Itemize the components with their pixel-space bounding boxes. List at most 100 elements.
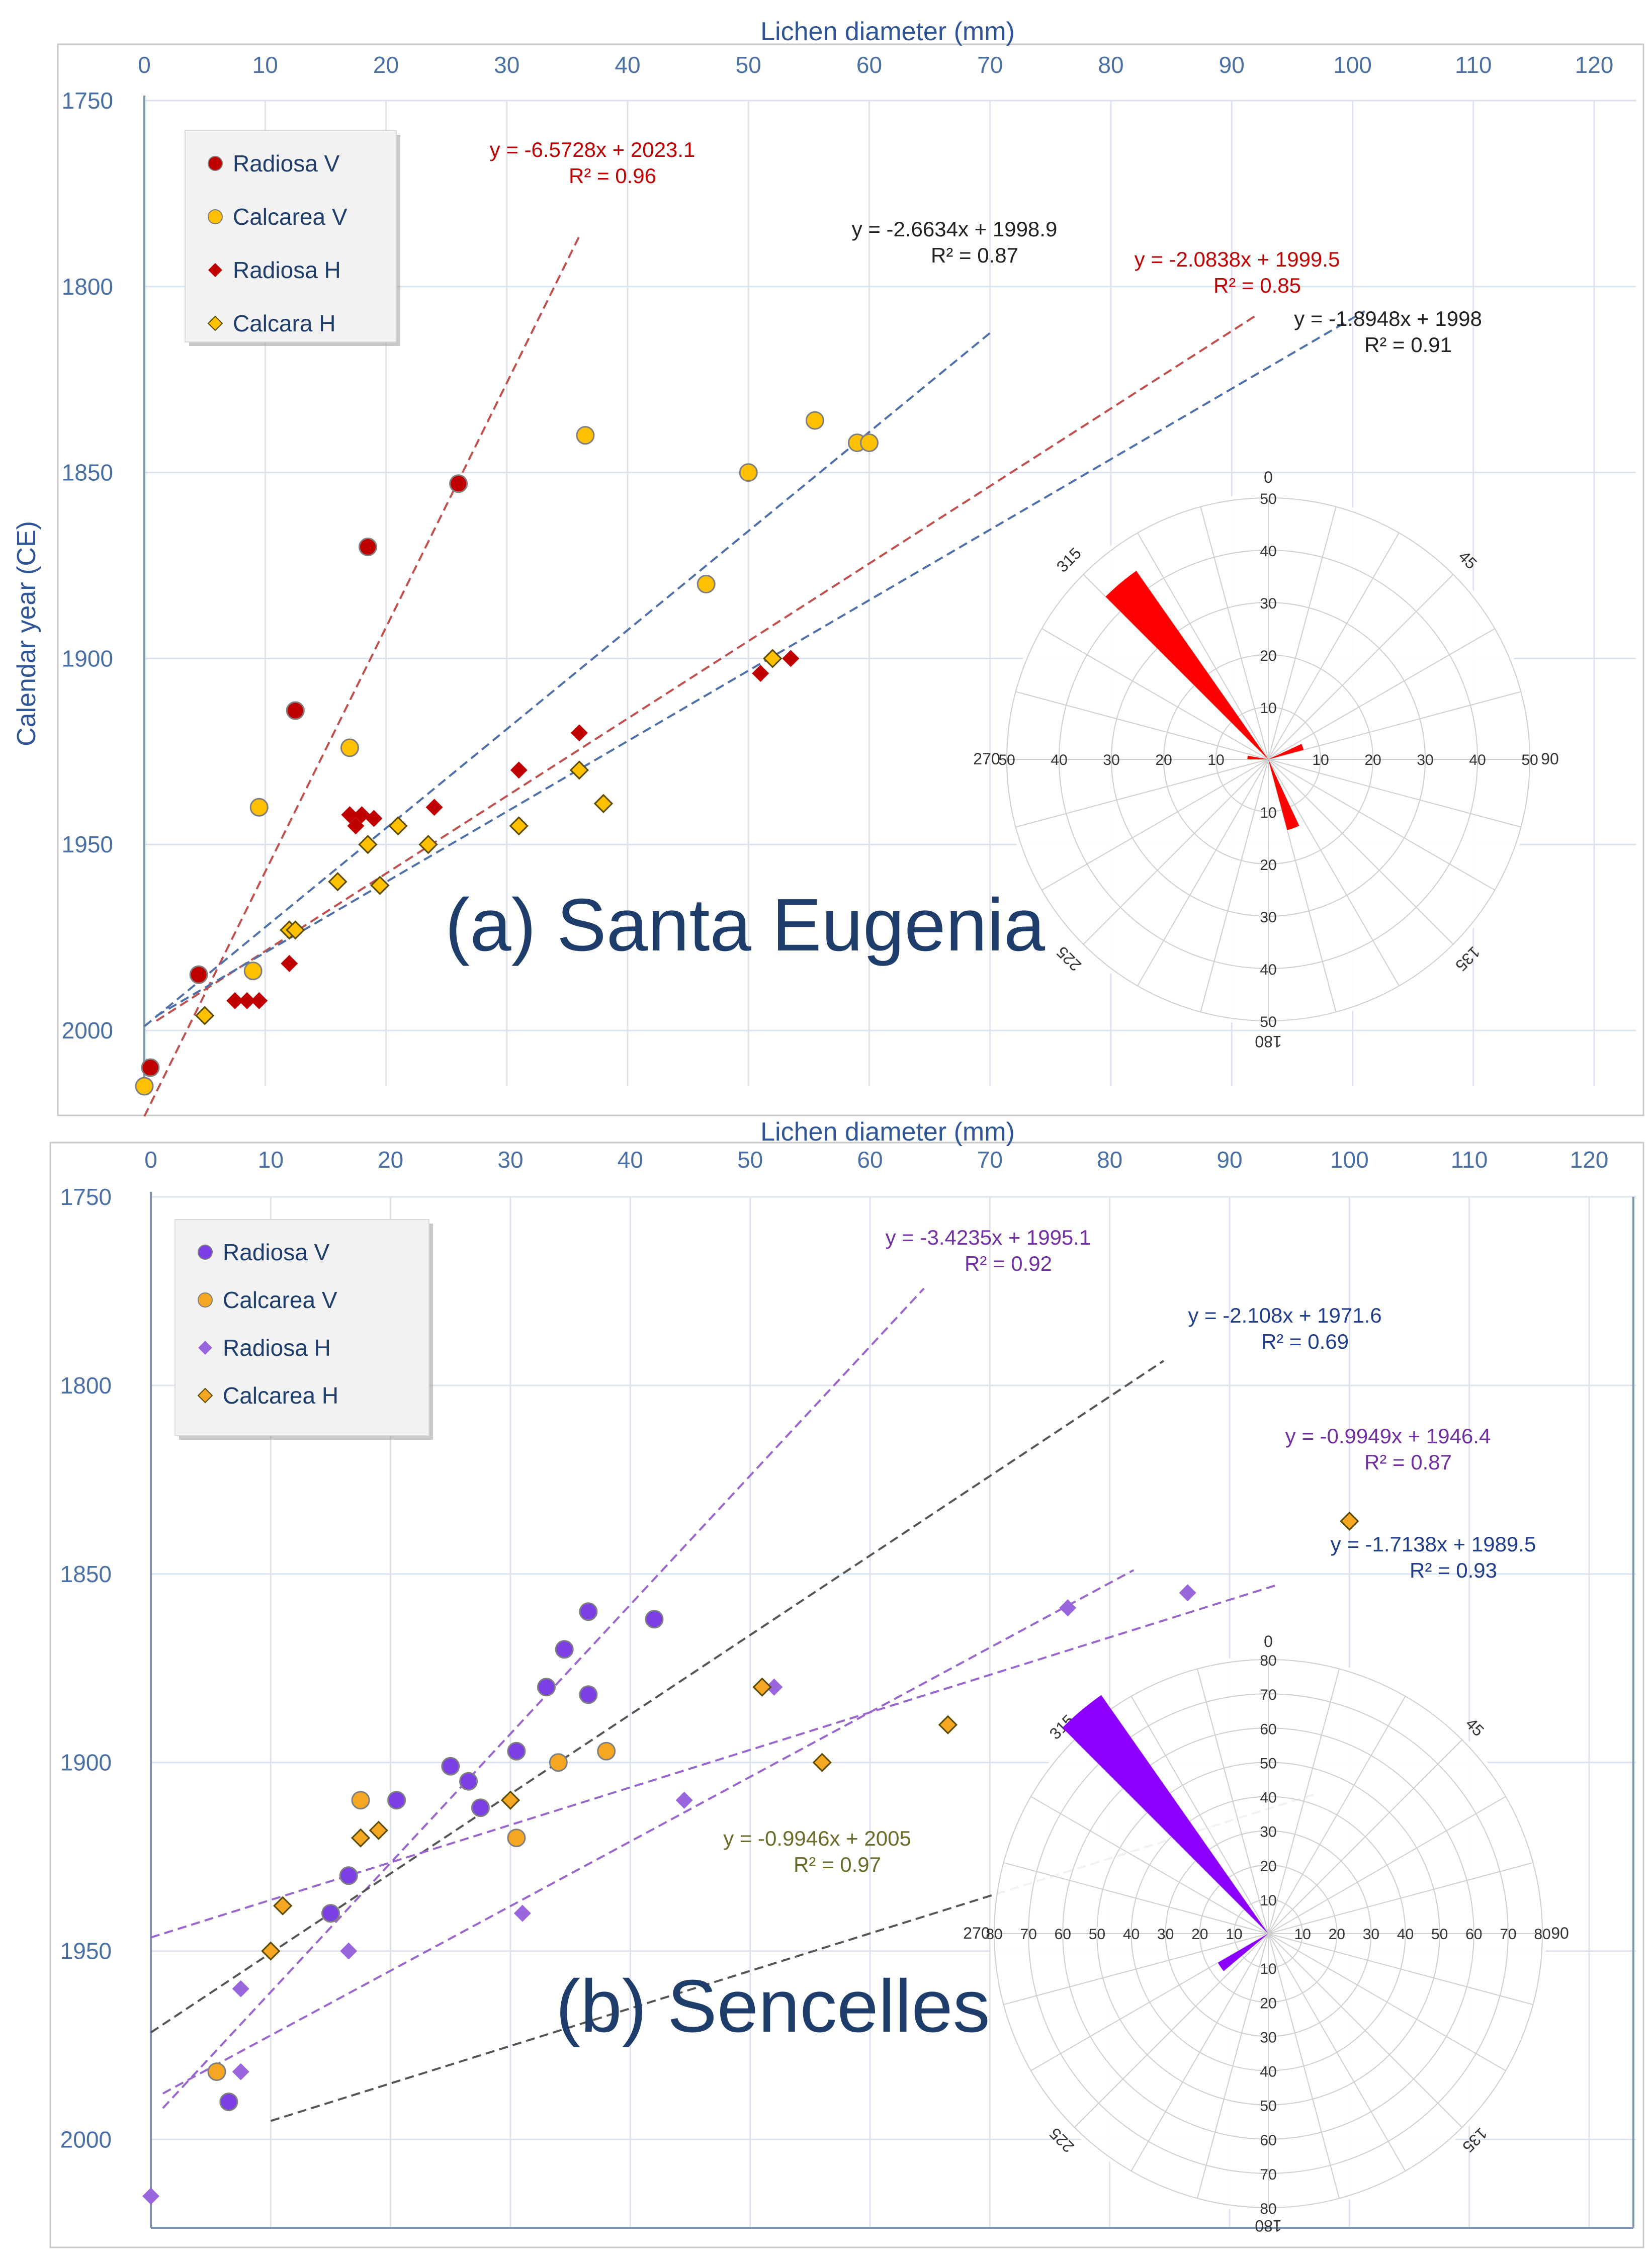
data-point xyxy=(1340,1511,1359,1531)
x-tick-label: 80 xyxy=(1098,52,1123,78)
x-tick-label: 80 xyxy=(1097,1147,1122,1173)
rose-ring-label: 50 xyxy=(1260,1014,1276,1030)
y-tick-label: 1900 xyxy=(62,645,113,671)
legend-marker xyxy=(208,263,222,277)
trendline-r2: R² = 0.97 xyxy=(794,1853,881,1876)
data-point xyxy=(441,1757,460,1776)
y-tick-label: 1750 xyxy=(60,1184,112,1210)
rose-ring-label: 70 xyxy=(1020,1926,1036,1943)
panel-a-data-points xyxy=(135,411,879,1096)
data-point xyxy=(286,920,305,940)
data-point xyxy=(281,954,298,972)
trendline xyxy=(150,1360,1165,2034)
panel-b-trendline-equations: y = -3.4235x + 1995.1 R² = 0.92 y = -2.108… xyxy=(723,1226,1536,1876)
x-tick-label: 60 xyxy=(857,1147,883,1173)
x-tick-label: 10 xyxy=(258,1147,284,1173)
trendline-r2: R² = 0.87 xyxy=(1364,1450,1452,1474)
data-point xyxy=(142,2188,159,2205)
rose-spoke xyxy=(1268,1862,1533,1934)
data-point xyxy=(370,876,390,895)
data-point xyxy=(369,1820,388,1840)
data-point xyxy=(459,1772,478,1791)
x-tick-label: 50 xyxy=(737,1147,763,1173)
rose-ring-label: 70 xyxy=(1260,2166,1276,2183)
x-tick-label: 0 xyxy=(138,52,151,78)
trendline xyxy=(143,235,580,1117)
rose-spoke xyxy=(1268,506,1337,760)
rose-ring-label: 50 xyxy=(1431,1926,1448,1943)
rose-ring-label: 20 xyxy=(1364,752,1381,768)
data-point xyxy=(752,1677,772,1697)
data-point xyxy=(805,411,824,430)
data-point xyxy=(782,650,800,667)
x-tick-label: 40 xyxy=(618,1147,643,1173)
rose-spoke xyxy=(1268,1933,1533,2006)
data-point xyxy=(576,426,595,445)
panel-a-y-axis-title: Calendar year (CE) xyxy=(12,521,41,746)
x-tick-label: 90 xyxy=(1219,52,1245,78)
x-tick-label: 70 xyxy=(977,52,1003,78)
y-tick-label: 1800 xyxy=(62,274,113,300)
data-point xyxy=(763,649,782,668)
data-point xyxy=(752,665,769,682)
y-tick-label: 1900 xyxy=(60,1750,112,1776)
rose-ring-label: 40 xyxy=(1260,2064,1276,2080)
rose-spoke xyxy=(1268,759,1337,1012)
trendline-r2: R² = 0.69 xyxy=(1261,1330,1349,1353)
rose-ring-label: 30 xyxy=(1260,1824,1276,1841)
legend-label: Radiosa H xyxy=(233,257,341,283)
rose-ring-label: 20 xyxy=(1260,857,1276,874)
y-tick-label: 1850 xyxy=(60,1561,112,1587)
rose-ring-label: 30 xyxy=(1363,1926,1379,1943)
y-tick-label: 1950 xyxy=(62,831,113,857)
x-tick-label: 20 xyxy=(373,52,399,78)
legend-marker xyxy=(207,315,223,331)
rose-ring-label: 50 xyxy=(1260,1755,1276,1772)
rose-spoke xyxy=(1015,759,1269,828)
rose-ring-label: 40 xyxy=(1397,1926,1414,1943)
rose-spoke xyxy=(1041,759,1269,891)
legend-box xyxy=(175,1219,429,1436)
panel-b-title: (b) Sencelles xyxy=(556,1965,990,2048)
rose-petal xyxy=(1247,755,1268,759)
x-tick-label: 30 xyxy=(494,52,519,78)
data-point xyxy=(365,810,383,827)
rose-ring-label: 10 xyxy=(1294,1926,1311,1943)
data-point xyxy=(449,474,468,493)
rose-direction-label: 90 xyxy=(1541,750,1559,768)
data-point xyxy=(351,1828,371,1848)
rose-spoke xyxy=(1003,1862,1269,1934)
rose-direction-label: 180 xyxy=(1255,1032,1281,1051)
panel-santa-eugenia: 0 10 20 30 40 50 60 70 80 90 100 110 120 17501800185… xyxy=(12,17,1644,1117)
x-tick-label: 110 xyxy=(1455,52,1492,78)
data-point xyxy=(250,992,268,1009)
panel-b-legend: Radiosa V Calcarea V Radiosa H Calcarea H xyxy=(175,1219,433,1440)
trendline-equation: y = -3.4235x + 1995.1 xyxy=(886,1226,1091,1249)
rose-ring-label: 70 xyxy=(1260,1687,1276,1703)
data-point xyxy=(765,1678,783,1696)
rose-spoke xyxy=(1137,759,1269,986)
data-point xyxy=(388,816,408,836)
panel-a-trendline-equations: y = -6.5728x + 2023.1 R² = 0.96 y = -2.663… xyxy=(490,138,1482,357)
rose-ring-label: 20 xyxy=(1329,1926,1345,1943)
rose-ring-label: 10 xyxy=(1260,700,1276,717)
legend-label: Calcarea H xyxy=(223,1382,338,1409)
panel-b-trendlines xyxy=(150,1287,1314,2122)
rose-ring-label: 40 xyxy=(1260,962,1276,978)
trendline-r2: R² = 0.93 xyxy=(1410,1558,1497,1582)
rose-direction-label: 270 xyxy=(973,750,1000,768)
rose-spoke xyxy=(1041,628,1269,760)
legend-label: Radiosa V xyxy=(223,1239,330,1265)
data-point xyxy=(341,806,359,824)
x-tick-label: 40 xyxy=(615,52,640,78)
rose-direction-label: 180 xyxy=(1255,2217,1281,2235)
rose-ring-label: 50 xyxy=(998,752,1015,768)
panel-sencelles: 0 10 20 30 40 50 60 70 80 90 100 110 120 17501800185… xyxy=(49,1117,1644,2248)
legend-marker xyxy=(197,1387,213,1404)
legend-label: Calcara H xyxy=(233,310,336,336)
data-point xyxy=(500,1790,520,1810)
legend-marker xyxy=(198,1292,213,1308)
rose-petal xyxy=(1268,744,1304,759)
rose-ring-label: 20 xyxy=(1191,1926,1208,1943)
rose-spoke xyxy=(1200,506,1269,760)
